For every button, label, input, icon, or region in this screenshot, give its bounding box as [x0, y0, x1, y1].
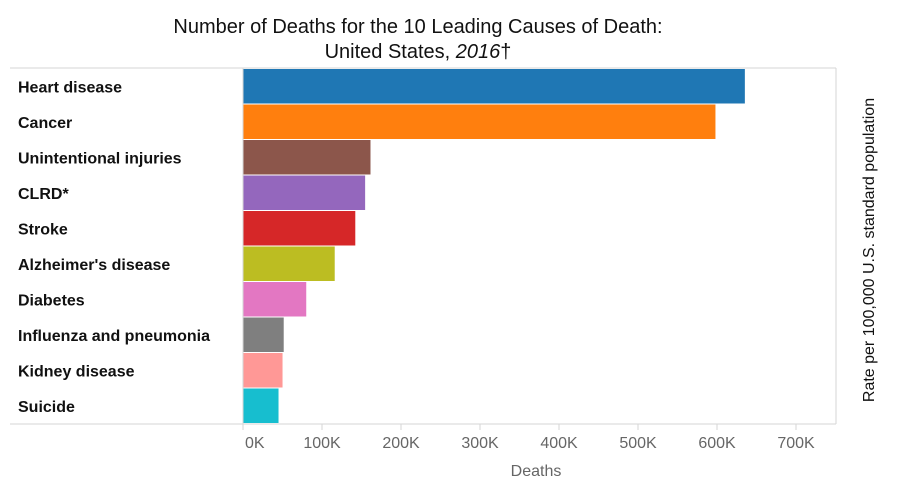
bar [243, 69, 745, 104]
category-label: Influenza and pneumonia [18, 328, 210, 345]
chart-title-line2: United States, 2016† [325, 41, 512, 63]
chart-title-dagger: † [500, 41, 511, 63]
x-tick-label: 400K [540, 435, 578, 452]
bar [243, 317, 284, 352]
x-tick-label: 500K [619, 435, 657, 452]
x-ticks-group: 0K 100K 200K 300K 400K 500K 600K 700K [242, 424, 815, 452]
chart-title-line2-prefix: United States, [325, 41, 456, 63]
x-tick-label: 600K [698, 435, 736, 452]
bar [243, 211, 356, 246]
x-tick-label: 100K [303, 435, 341, 452]
category-label: Heart disease [18, 79, 122, 96]
bar [243, 175, 366, 210]
plot-frame [10, 67, 837, 425]
bar [243, 104, 716, 139]
x-tick-label: 0K [245, 435, 265, 452]
category-label: CLRD* [18, 186, 69, 203]
category-label: Suicide [18, 399, 75, 416]
bar [243, 353, 283, 388]
category-label: Stroke [18, 221, 68, 238]
x-axis-title: Deaths [511, 463, 562, 480]
bar [243, 388, 279, 423]
x-tick-label: 300K [461, 435, 499, 452]
category-labels-group: Heart disease Cancer Unintentional injurie… [18, 79, 210, 416]
category-label: Kidney disease [18, 363, 135, 380]
category-label: Unintentional injuries [18, 150, 182, 167]
bars-group [243, 69, 745, 423]
bar [243, 282, 307, 317]
right-axis-title: Rate per 100,000 U.S. standard populatio… [861, 98, 878, 402]
chart-title-year: 2016 [455, 41, 501, 63]
bar [243, 140, 371, 175]
x-tick-label: 200K [382, 435, 420, 452]
x-tick-label: 700K [777, 435, 815, 452]
bar [243, 246, 335, 281]
category-label: Cancer [18, 115, 72, 132]
chart-title-line1: Number of Deaths for the 10 Leading Caus… [173, 16, 662, 38]
category-label: Alzheimer's disease [18, 257, 170, 274]
category-label: Diabetes [18, 292, 85, 309]
